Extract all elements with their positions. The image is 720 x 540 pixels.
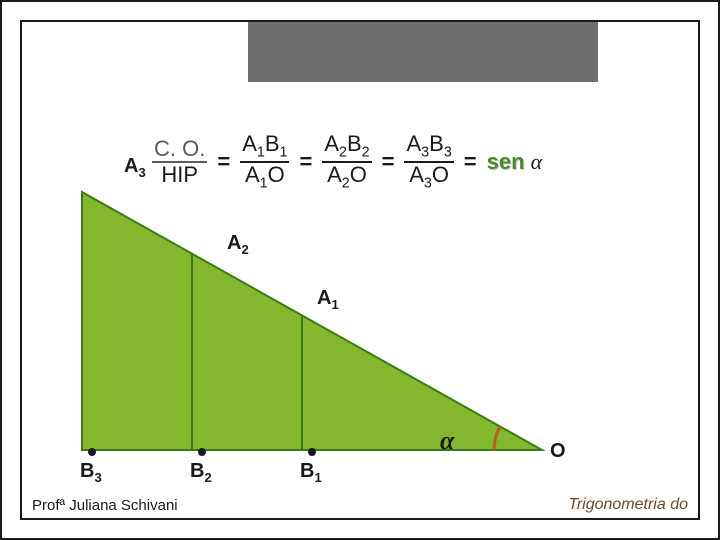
label-A1: A1 (317, 287, 339, 312)
hip-label: HIP (159, 163, 200, 187)
triangle-svg (82, 192, 542, 482)
footer-author: Profª Juliana Schivani (32, 497, 178, 514)
equals-4: = (462, 149, 479, 175)
triangle (82, 192, 542, 450)
slide: A3 C. O. HIP = A1B1 A1O = A2 B2 (0, 0, 720, 540)
alpha-angle-label: α (440, 426, 454, 456)
equals-1: = (215, 149, 232, 175)
title-bar (248, 22, 598, 82)
dot (198, 448, 206, 456)
frac-3: A3B3 A3O (404, 132, 453, 192)
label-a3-top: A3 (124, 155, 146, 180)
dot (308, 448, 316, 456)
label-B3: B3 (80, 460, 102, 485)
frac-co-hip: C. O. HIP (152, 137, 207, 187)
dot (88, 448, 96, 456)
label-A2: A2 (227, 232, 249, 257)
equals-3: = (380, 149, 397, 175)
frac-1: A1B1 A1O (240, 132, 289, 192)
footer-subject: Trigonometria do (568, 496, 688, 514)
frac-2: A2B2 A2O (322, 132, 371, 192)
label-B2: B2 (190, 460, 212, 485)
sen-label: sen α (487, 149, 543, 175)
inner-frame: A3 C. O. HIP = A1B1 A1O = A2 B2 (20, 20, 700, 520)
label-B1: B1 (300, 460, 322, 485)
equals-2: = (297, 149, 314, 175)
formula: C. O. HIP = A1B1 A1O = A2B2 A2O (152, 132, 542, 192)
label-O: O (550, 440, 566, 463)
triangle-diagram: A2A1 B3B2B1 α O (82, 192, 542, 482)
co-label: C. O. (152, 137, 207, 163)
